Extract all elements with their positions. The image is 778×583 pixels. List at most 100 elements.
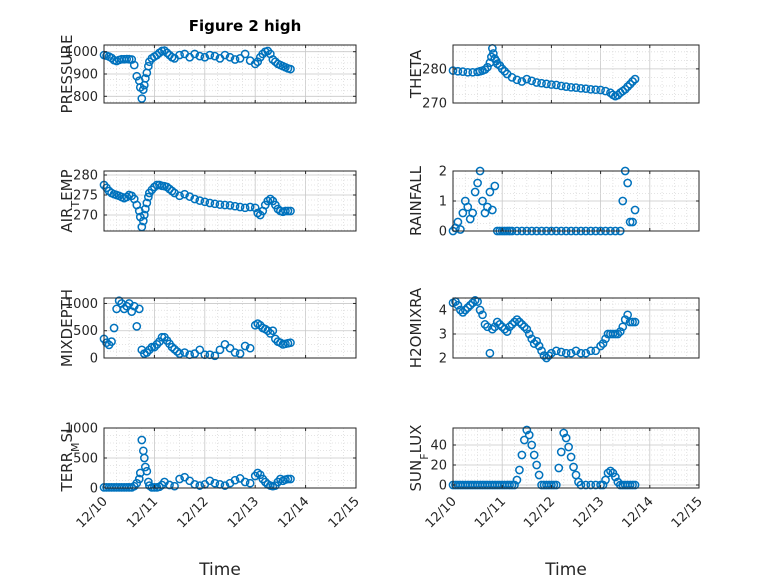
data-point — [576, 83, 586, 93]
data-point — [140, 204, 150, 214]
data-point — [527, 334, 537, 344]
data-point — [480, 320, 490, 329]
data-point — [185, 192, 195, 201]
data-point — [534, 470, 544, 480]
data-point — [510, 317, 519, 327]
data-point — [195, 196, 205, 205]
data-point — [139, 453, 149, 463]
axes-box — [452, 297, 700, 359]
data-point — [522, 324, 532, 334]
data-point — [547, 80, 556, 89]
data-point — [210, 351, 220, 361]
x-tick-label: 12/12 — [521, 494, 558, 531]
data-point — [458, 208, 468, 218]
data-point — [140, 462, 150, 472]
y-tick-label: 900 — [73, 68, 98, 83]
data-point — [576, 348, 586, 358]
data-point — [586, 480, 596, 490]
data-point — [215, 345, 225, 355]
data-point — [625, 217, 635, 227]
data-point — [537, 78, 546, 88]
data-point — [210, 478, 220, 488]
data-point — [601, 86, 610, 96]
data-point — [167, 342, 177, 352]
data-point — [539, 351, 549, 360]
data-point — [142, 466, 152, 476]
y-tick-label: 500 — [73, 324, 98, 339]
subplot-h2omixra: 2 3 4 H2OMIXRA — [407, 287, 700, 368]
data-point — [286, 64, 295, 74]
data-point — [488, 49, 498, 58]
data-point — [556, 81, 566, 91]
y-tick-label: 3 — [439, 328, 447, 343]
x-tick-label: 12/11 — [472, 494, 509, 531]
data-point — [268, 55, 278, 64]
x-tick-label: 12/12 — [175, 494, 212, 531]
data-point — [210, 199, 220, 209]
data-point — [225, 201, 235, 210]
data-point — [551, 80, 561, 90]
data-point — [620, 315, 630, 324]
y-tick-label: 40 — [430, 439, 447, 454]
data-point — [483, 62, 492, 72]
data-point — [613, 329, 623, 339]
data-point — [205, 476, 215, 486]
x-tick-label: 12/13 — [225, 494, 262, 531]
data-point — [230, 55, 240, 64]
x-tick-label: 12/13 — [570, 494, 607, 531]
data-point — [225, 52, 235, 62]
data-point — [542, 79, 551, 89]
data-point — [468, 298, 478, 308]
data-point — [628, 77, 637, 86]
y-tick-label: 0 — [90, 482, 98, 497]
data-point — [630, 317, 640, 327]
data-point — [165, 480, 174, 490]
data-point — [456, 305, 465, 315]
data-point — [492, 317, 502, 327]
data-point — [453, 217, 463, 227]
data-point — [601, 334, 610, 344]
data-point — [170, 344, 179, 354]
data-point — [175, 349, 184, 358]
data-point — [286, 206, 295, 216]
y-axis-label: TERRMSL — [58, 424, 82, 493]
data-point — [507, 320, 517, 329]
data-point — [286, 338, 295, 348]
data-point — [615, 327, 625, 336]
y-tick-label: 500 — [73, 452, 98, 467]
data-point — [167, 186, 177, 196]
data-point — [200, 52, 210, 62]
y-tick-label: 0 — [439, 479, 447, 494]
axes-box — [103, 170, 357, 232]
data-point — [630, 205, 640, 215]
data-point — [529, 450, 539, 460]
data-point — [495, 320, 505, 329]
data-point — [598, 480, 608, 490]
data-point — [522, 425, 532, 435]
data-point — [485, 187, 495, 197]
data-point — [245, 202, 255, 212]
x-tick-label: 12/15 — [326, 494, 363, 531]
data-series — [448, 296, 640, 363]
data-point — [596, 480, 605, 490]
y-axis-label: AIRTEMP — [58, 169, 82, 232]
data-point — [478, 310, 487, 320]
data-point — [564, 442, 573, 452]
data-point — [230, 201, 240, 211]
data-point — [618, 322, 628, 332]
data-point — [512, 315, 522, 324]
data-point — [608, 329, 618, 339]
data-point — [263, 196, 273, 206]
data-point — [524, 430, 534, 440]
data-point — [210, 51, 220, 61]
data-point — [561, 433, 571, 443]
data-point — [596, 85, 605, 95]
data-point — [569, 462, 578, 472]
data-point — [132, 71, 142, 81]
data-point — [628, 480, 637, 490]
data-point — [561, 348, 571, 358]
data-point — [561, 82, 571, 91]
